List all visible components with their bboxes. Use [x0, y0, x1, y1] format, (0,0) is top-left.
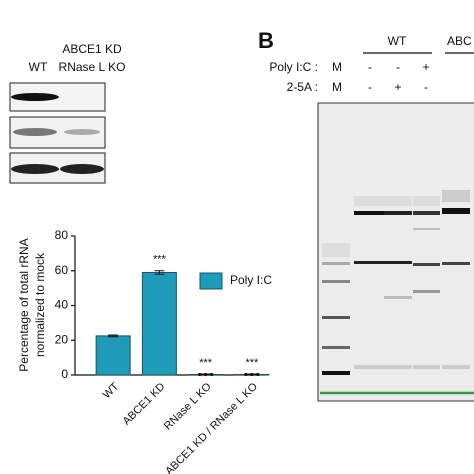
- row-value: -: [424, 80, 428, 94]
- legend-swatch: [199, 272, 223, 290]
- gel-band: [354, 261, 384, 264]
- bar: [141, 271, 177, 376]
- row-label: 2-5A :: [287, 80, 318, 94]
- blot-label: WT: [29, 60, 48, 74]
- x-tick-label: ABCE1 KD: [121, 381, 168, 428]
- row-value: -: [368, 60, 372, 74]
- panel-label: B: [258, 28, 274, 53]
- gel-band: [384, 296, 412, 299]
- row-value: M: [332, 60, 342, 74]
- gel-band: [322, 346, 350, 349]
- blot-label: RNase L KO: [59, 60, 126, 74]
- gel-band: [413, 365, 440, 369]
- blot-label: ABCE1 KD: [62, 42, 122, 56]
- y-tick-label: 60: [55, 263, 69, 277]
- gel-band: [322, 243, 350, 257]
- y-label: normalized to mock: [33, 252, 47, 357]
- row-label: Poly I:C :: [269, 60, 318, 74]
- y-tick-label: 40: [55, 298, 69, 312]
- row-value: -: [368, 80, 372, 94]
- point: [250, 372, 254, 377]
- error-bar: [108, 334, 119, 338]
- significance: ***: [199, 357, 213, 369]
- gel-band: [413, 211, 440, 215]
- gel-band: [354, 365, 384, 369]
- band: [64, 129, 100, 135]
- significance: ***: [153, 254, 167, 266]
- gel-bands: [322, 190, 470, 375]
- group-label: WT: [388, 34, 407, 48]
- gel-band: [442, 262, 470, 265]
- gel-band: [413, 290, 440, 293]
- significance: ***: [245, 357, 259, 369]
- gel-band: [413, 263, 440, 266]
- gel-band: [322, 262, 350, 265]
- row-value: +: [422, 60, 429, 74]
- gel-band: [384, 196, 412, 206]
- bar: [95, 335, 131, 376]
- band: [13, 128, 57, 136]
- gel-band: [384, 261, 412, 264]
- gel-band: [384, 365, 412, 369]
- point: [244, 372, 248, 377]
- legend-label: Poly I:C: [230, 273, 272, 287]
- gel-band: [442, 365, 470, 369]
- gel-band: [354, 211, 384, 215]
- western-blot: WT ABCE1 KD RNase L KO: [9, 42, 126, 184]
- gel-band: [413, 196, 440, 206]
- row-value: -: [396, 60, 400, 74]
- x-tick-label: WT: [101, 380, 122, 401]
- group-label: ABC: [447, 34, 472, 48]
- row-value: M: [332, 80, 342, 94]
- gel-band: [442, 190, 470, 202]
- band: [11, 93, 59, 101]
- y-tick-label: 20: [55, 332, 69, 346]
- band: [11, 164, 59, 174]
- gel-band: [322, 316, 350, 319]
- gel-band: [354, 196, 384, 206]
- point: [204, 372, 208, 377]
- y-tick-label: 80: [55, 228, 69, 242]
- gel-band: [322, 280, 350, 283]
- band: [60, 164, 104, 174]
- gel-band: [384, 211, 412, 215]
- point: [210, 372, 214, 377]
- y-tick-label: 0: [61, 367, 68, 381]
- gel-band: [413, 228, 440, 230]
- y-label: Percentage of total rRNA: [17, 238, 31, 371]
- point: [256, 372, 260, 377]
- gel-band: [442, 208, 470, 214]
- error-bar: [154, 270, 165, 275]
- x-tick-label: ABCE1 KD / RNase L KO: [163, 380, 260, 474]
- point: [198, 372, 202, 377]
- row-value: +: [394, 80, 401, 94]
- gel-band: [322, 371, 350, 375]
